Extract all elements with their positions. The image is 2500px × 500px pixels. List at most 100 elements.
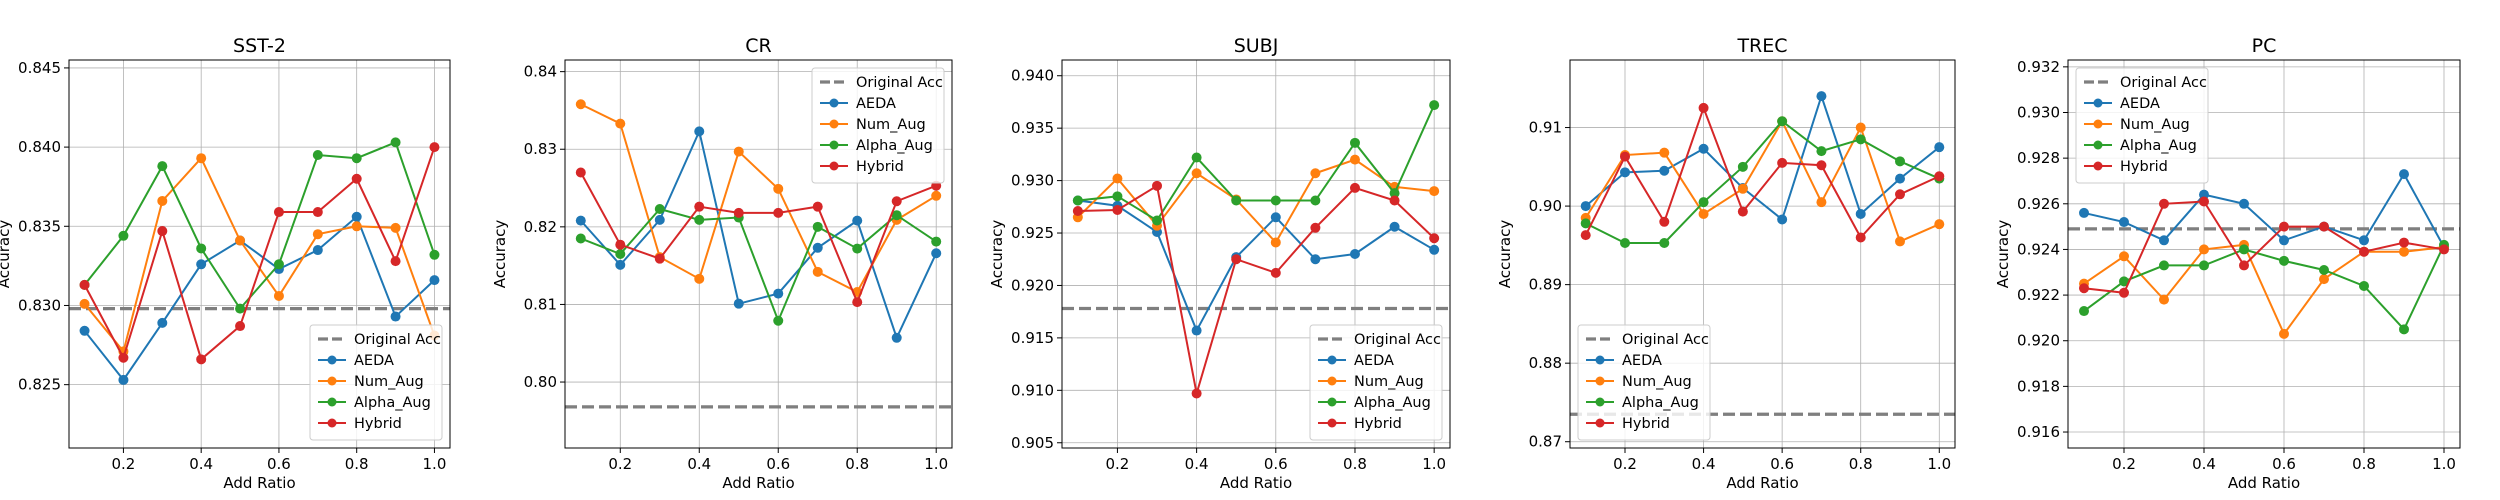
data-point [654, 214, 665, 225]
data-point [1112, 204, 1123, 215]
data-point [575, 99, 586, 110]
legend-swatch-marker [829, 98, 839, 108]
data-point [1349, 182, 1360, 193]
data-point [1580, 201, 1591, 212]
data-point [654, 203, 665, 214]
data-point [1310, 168, 1321, 179]
y-tick-label: 0.940 [1011, 67, 1054, 85]
plot-frame [564, 59, 953, 449]
data-point [2119, 276, 2129, 287]
series-line-num-aug [1584, 119, 1940, 243]
data-point [1270, 267, 1281, 278]
x-tick-label: 0.4 [189, 455, 213, 473]
x-tick-label: 0.6 [766, 455, 790, 473]
data-point [812, 201, 823, 212]
plot-frame [2067, 59, 2461, 449]
y-tick-label: 0.83 [524, 140, 557, 158]
legend-swatch-marker [1595, 355, 1605, 365]
data-point [1191, 152, 1202, 163]
data-point [2399, 169, 2409, 180]
data-point [2119, 287, 2129, 298]
data-point [1620, 151, 1630, 162]
y-tick-label: 0.81 [524, 295, 557, 313]
data-point [157, 317, 168, 328]
series-line-alpha-aug [1585, 119, 1940, 244]
x-tick-label: 0.4 [2192, 455, 2216, 473]
data-point [1191, 168, 1202, 179]
data-point [1737, 206, 1748, 217]
legend-swatch-marker [829, 161, 839, 171]
series-line-hybrid [579, 172, 937, 305]
legend-box [811, 67, 945, 184]
x-tick-label: 0.8 [345, 455, 369, 473]
legend-box [2075, 67, 2209, 184]
data-point [1816, 197, 1827, 208]
plot-frame [1569, 59, 1956, 449]
x-tick-label: 0.4 [687, 455, 711, 473]
data-point [1895, 236, 1905, 247]
x-tick-label: 0.4 [1692, 455, 1716, 473]
data-point [2199, 196, 2209, 207]
y-tick-label: 0.91 [1529, 119, 1562, 137]
data-point [2199, 189, 2209, 200]
y-tick-label: 0.922 [2017, 286, 2060, 304]
legend-label: Hybrid [856, 159, 904, 175]
y-tick-label: 0.928 [2017, 149, 2060, 167]
data-point [733, 207, 744, 218]
series-line-aeda [1585, 92, 1940, 222]
series-line-num-aug [2083, 243, 2445, 336]
data-point [235, 303, 246, 314]
data-point [2399, 324, 2409, 335]
data-point [615, 259, 626, 270]
legend-swatch-marker [327, 376, 337, 386]
data-point [2119, 217, 2129, 228]
data-point [2319, 274, 2329, 285]
y-axis-label: Accuracy [1994, 220, 2012, 289]
data-point [1429, 233, 1440, 244]
data-point [2279, 235, 2289, 246]
data-point [1270, 195, 1281, 206]
x-tick-label: 0.8 [1343, 455, 1367, 473]
legend-swatch-marker [1595, 397, 1605, 407]
data-point [1191, 388, 1202, 399]
data-point [1152, 215, 1163, 226]
legend-swatch-marker [327, 355, 337, 365]
legend-swatch-marker [1595, 418, 1605, 428]
data-point [575, 233, 586, 244]
x-tick-label: 0.8 [1849, 455, 1873, 473]
series-line-hybrid [83, 146, 436, 362]
data-point [1934, 142, 1945, 153]
data-point [615, 249, 626, 259]
plot-frame [1061, 59, 1451, 449]
series-line-hybrid [1077, 184, 1435, 394]
data-point [694, 214, 705, 225]
legend-swatch-marker [2093, 140, 2103, 150]
data-point [118, 374, 129, 385]
y-tick-label: 0.80 [524, 373, 557, 391]
x-tick-label: 0.6 [2272, 455, 2296, 473]
legend-label: Num_Aug [1354, 374, 1424, 390]
y-axis-label: Accuracy [1496, 220, 1514, 289]
y-tick-label: 0.90 [1529, 197, 1562, 215]
data-point [2399, 246, 2409, 257]
legend-label: Original Acc [1354, 332, 1441, 348]
x-axis-label: Add Ratio [2228, 474, 2300, 492]
chart-title: TREC [1736, 35, 1787, 57]
data-point [1855, 208, 1866, 219]
data-point [1737, 161, 1748, 172]
x-axis-label: Add Ratio [1726, 474, 1798, 492]
data-point [1429, 186, 1440, 197]
y-tick-label: 0.915 [1011, 329, 1054, 347]
legend: Original Acc AEDA Num_Aug Alpha_Aug Hybrid [1309, 324, 1443, 441]
data-point [312, 207, 323, 218]
data-point [654, 253, 665, 264]
data-point [1620, 238, 1630, 249]
data-point [2279, 328, 2289, 339]
legend-label: Hybrid [1622, 416, 1670, 432]
y-tick-label: 0.935 [1011, 119, 1054, 137]
data-point [196, 153, 207, 164]
data-point [1580, 218, 1591, 229]
data-point [1737, 183, 1748, 194]
x-tick-label: 1.0 [1927, 455, 1951, 473]
data-point [312, 245, 323, 256]
